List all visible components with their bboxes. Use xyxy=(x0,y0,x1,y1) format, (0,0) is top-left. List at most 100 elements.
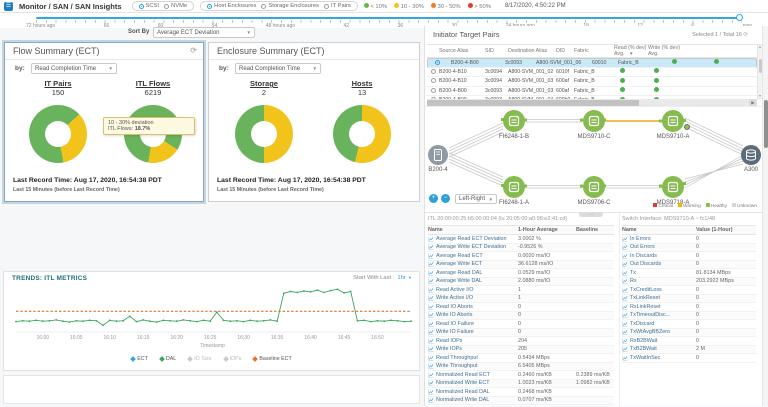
row-radio[interactable] xyxy=(435,60,440,65)
donut-label-itl-flows[interactable]: ITL Flows xyxy=(108,79,198,88)
node-mds9718-a[interactable]: MDS9718-A xyxy=(657,176,690,206)
pane-scrollbar[interactable] xyxy=(762,26,768,406)
refresh-icon[interactable]: ⟳ xyxy=(190,46,197,55)
metric-name[interactable]: Rx xyxy=(622,278,696,284)
metric-name[interactable]: Write IO Failure xyxy=(428,329,518,335)
metric-name[interactable]: In Discards xyxy=(622,253,696,259)
menu-icon[interactable]: ☰ xyxy=(4,2,13,11)
metric-name[interactable]: Read Active I/O xyxy=(428,287,518,293)
metric-name[interactable]: TxWaitInSec xyxy=(622,355,696,361)
sparkline-icon xyxy=(622,236,628,242)
metric-name[interactable]: Write IO Aborts xyxy=(428,312,518,318)
col-destination-alias[interactable]: Destination Alias xyxy=(508,48,556,54)
trend-legend-item[interactable]: DAL xyxy=(160,356,176,362)
metric-name[interactable]: Write Active I/O xyxy=(428,295,518,301)
node-mds9706-c[interactable]: MDS9706-C xyxy=(577,176,611,206)
data-point xyxy=(122,320,124,322)
col-sid[interactable]: SID xyxy=(485,48,508,54)
data-point xyxy=(216,311,218,313)
zoom-in-button[interactable]: + xyxy=(429,194,438,203)
metric-name[interactable]: Average Write DAL xyxy=(428,278,518,284)
metric-name[interactable]: Write Throughput xyxy=(428,363,518,369)
row-radio[interactable] xyxy=(431,69,436,74)
metric-value: 1 xyxy=(518,287,576,293)
node-mds9710-c[interactable]: MDS9710-C xyxy=(577,110,611,140)
row-radio[interactable] xyxy=(431,78,436,83)
metric-name[interactable]: Out Discards xyxy=(622,261,696,267)
metric-name[interactable]: Read IOPs xyxy=(428,338,518,344)
row-radio[interactable] xyxy=(431,88,436,93)
itp-horizontal-scrollbar[interactable]: ▶ xyxy=(427,99,757,106)
metric-name[interactable]: Normalized Read ECT xyxy=(428,372,518,378)
sort-by-select[interactable]: Average ECT Deviation▼ xyxy=(153,27,255,38)
col-fabric[interactable]: Fabric xyxy=(574,48,614,54)
metric-name[interactable]: RxLinkReset xyxy=(622,304,696,310)
col-read-dev[interactable]: Read (% dev)Avg. ▼ xyxy=(614,45,648,57)
col-did[interactable]: DID xyxy=(556,48,574,54)
itp-table-row[interactable]: B200-4-B003c0093A800-SVM_001_03600afFabr… xyxy=(427,87,757,97)
donut-label-hosts[interactable]: Hosts xyxy=(317,79,407,88)
zoom-out-button[interactable]: − xyxy=(441,194,450,203)
node-b200-4[interactable]: B200-4 xyxy=(428,145,448,173)
radio-nvme[interactable]: NVMe xyxy=(164,3,187,9)
trend-legend-item[interactable]: ECT xyxy=(131,356,148,362)
metric-name[interactable]: Average Write ECT Deviation xyxy=(428,244,518,250)
col-source-alias[interactable]: Source Alias xyxy=(439,48,485,54)
refresh-icon[interactable]: ⟳ xyxy=(743,32,748,38)
metric-name[interactable]: TxCreditLoss xyxy=(622,287,696,293)
metric-name[interactable]: Normalized Write DAL xyxy=(428,397,518,403)
data-point xyxy=(330,290,332,292)
trend-legend-item[interactable]: IO Size xyxy=(188,356,211,362)
metric-name[interactable]: TxLinkReset xyxy=(622,295,696,301)
donut-label-it-pairs[interactable]: IT Pairs xyxy=(13,79,103,88)
by-label: by: xyxy=(219,65,229,72)
radio-it-pairs[interactable]: IT Pairs xyxy=(324,3,351,9)
metric-name[interactable]: Average Read ECT xyxy=(428,253,518,259)
metric-name[interactable]: Read IO Failure xyxy=(428,321,518,327)
itp-table-row[interactable]: B200-4-B103c0094A800-SVM_001_03600afFabr… xyxy=(427,77,757,87)
radio-host-enclosures[interactable]: Host Enclosures xyxy=(207,3,256,9)
metric-name[interactable]: Read Throughput xyxy=(428,355,518,361)
metric-name[interactable]: Average Read ECT Deviation xyxy=(428,236,518,242)
layout-select[interactable]: Left-Right▼ xyxy=(455,194,497,204)
metric-name[interactable]: Write IOPs xyxy=(428,346,518,352)
donut-chart-it-pairs[interactable] xyxy=(29,105,87,163)
donut-chart-storage[interactable] xyxy=(235,105,293,163)
metric-name[interactable]: Normalized Write ECT xyxy=(428,380,518,386)
donut-value: 6219 xyxy=(108,88,198,97)
metric-name[interactable]: Tx xyxy=(622,270,696,276)
node-fi6248-1-a[interactable]: FI6248-1-A xyxy=(499,176,529,206)
scroll-right-arrow[interactable]: ▶ xyxy=(749,99,757,106)
start-with-last-select[interactable]: Start With Last :1hr▾ xyxy=(353,275,411,281)
itp-table-row[interactable]: B200-4-B103c0094A800-SVM_001_026010fFabr… xyxy=(427,68,757,78)
node-fi6248-1-b[interactable]: FI6248-1-B xyxy=(499,110,529,140)
radio-scsi[interactable]: SCSI xyxy=(139,3,160,9)
by-select[interactable]: Read Completion Time▼ xyxy=(235,63,321,74)
col-write-dev[interactable]: Write (% dev)Avg. xyxy=(648,45,693,57)
scroll-handle[interactable] xyxy=(764,100,768,148)
metric-name[interactable]: TxB2BWait xyxy=(622,346,696,352)
metric-name[interactable]: Average Write ECT xyxy=(428,261,518,267)
trend-legend-item[interactable]: Baseline ECT xyxy=(253,356,291,362)
metric-name[interactable]: TxWtAvgBBZero xyxy=(622,329,696,335)
radio-storage-enclosures[interactable]: Storage Enclosures xyxy=(261,3,319,9)
by-select[interactable]: Read Completion Time▼ xyxy=(31,63,117,74)
metric-name[interactable]: TxDiscard xyxy=(622,321,696,327)
metric-name[interactable]: Normalized Read DAL xyxy=(428,389,518,395)
donut-label-storage[interactable]: Storage xyxy=(219,79,309,88)
metric-name[interactable]: In Errors xyxy=(622,236,696,242)
donut-chart-hosts[interactable] xyxy=(333,105,391,163)
metric-name[interactable]: Read IO Aborts xyxy=(428,304,518,310)
metric-name[interactable]: RxB2BWait xyxy=(622,338,696,344)
metric-name[interactable]: Average Read DAL xyxy=(428,270,518,276)
trend-legend-item[interactable]: IOPs xyxy=(224,356,242,362)
node-mds9710-a[interactable]: MDS9710-A xyxy=(657,110,690,140)
metric-name[interactable]: Out Errors xyxy=(622,244,696,250)
trend-chart[interactable]: 16:0016:0516:1016:1516:2016:2516:3016:35… xyxy=(10,284,415,354)
scroll-handle[interactable] xyxy=(427,100,639,106)
node-a300[interactable]: A300 xyxy=(741,145,761,173)
metric-name[interactable]: TxTimeoutDisc... xyxy=(622,312,696,318)
slider-track[interactable] xyxy=(36,17,742,19)
itp-table-row[interactable]: B200-4-B003c0093A800-SVM_001_0660010Fabr… xyxy=(427,58,757,68)
selected-interface-marker[interactable] xyxy=(685,125,690,130)
